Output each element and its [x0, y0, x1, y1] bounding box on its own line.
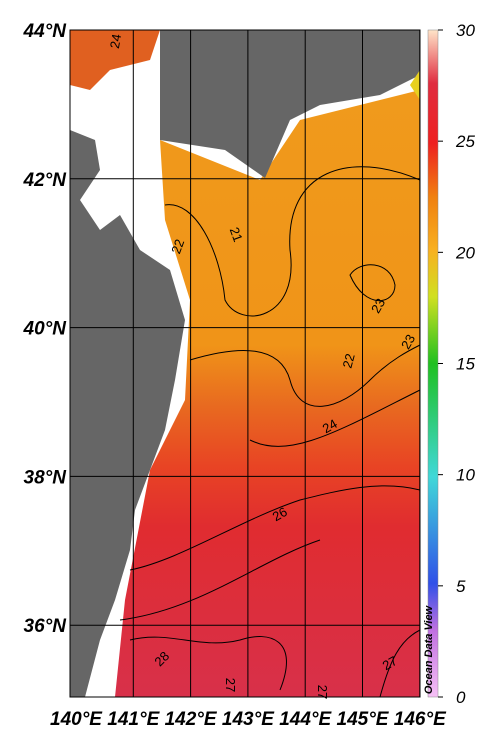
ocean-field — [115, 90, 420, 697]
lon-label: 143°E — [222, 709, 275, 730]
colorbar-label: 0 — [456, 688, 466, 707]
contour-label: 24 — [320, 416, 340, 436]
lat-label: 44°N — [23, 21, 68, 42]
colorbar-label: 25 — [455, 132, 475, 151]
land-honshu — [70, 130, 185, 697]
contour-label: 27 — [223, 678, 238, 692]
ocean-field-north — [70, 30, 160, 90]
land-hokkaido — [160, 30, 420, 178]
lon-label: 141°E — [107, 709, 160, 730]
ocean-field-cool — [410, 70, 420, 100]
lat-label: 38°N — [24, 467, 68, 488]
contour-label: 27 — [315, 685, 330, 699]
colorbar-label: 10 — [456, 466, 475, 485]
lon-label: 145°E — [337, 709, 390, 730]
contour-label: 27 — [380, 653, 400, 673]
lat-label: 36°N — [24, 616, 68, 637]
map-area — [69, 29, 421, 698]
colorbar-label: 15 — [456, 355, 475, 374]
colorbar-label: 20 — [455, 243, 475, 262]
contour-label: 26 — [270, 504, 290, 524]
map-frame — [69, 29, 421, 698]
contour-label: 22 — [168, 237, 187, 256]
contour-label: 22 — [340, 352, 358, 370]
lon-label: 146°E — [394, 709, 447, 730]
lon-label: 144°E — [279, 709, 332, 730]
contour-label: 23 — [368, 296, 388, 316]
colorbar-label: 5 — [456, 577, 466, 596]
lon-label: 142°E — [165, 709, 218, 730]
lat-label: 42°N — [23, 170, 68, 191]
contour-label: 24 — [107, 33, 124, 50]
contours — [119, 166, 421, 698]
watermark: Ocean Data View — [423, 604, 435, 694]
colorbar-label: 30 — [456, 21, 475, 40]
contour-label: 23 — [398, 332, 418, 352]
grid — [70, 30, 421, 697]
colorbar — [427, 29, 439, 698]
contour-label: 21 — [227, 225, 246, 244]
lat-label: 40°N — [23, 319, 68, 340]
lon-label: 140°E — [50, 709, 103, 730]
